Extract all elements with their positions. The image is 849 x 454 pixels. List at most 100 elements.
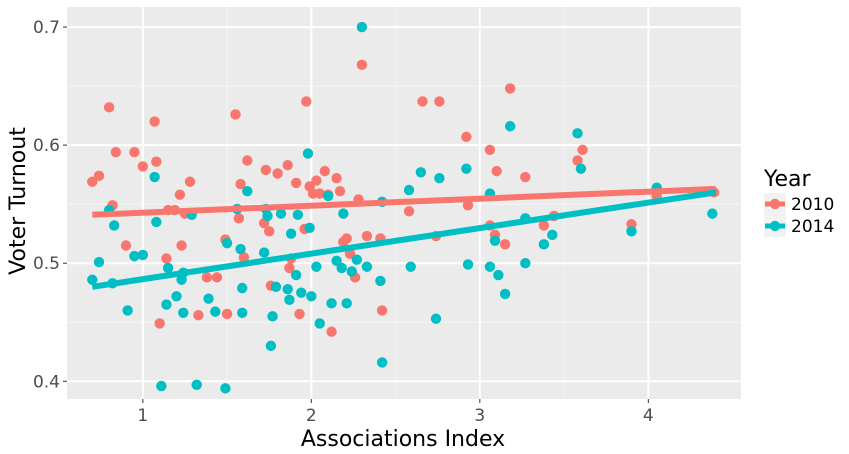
y-tick-label: 0.4 [33,372,60,392]
point-2014 [462,259,474,270]
point-2010 [499,239,511,250]
point-2014 [575,163,587,174]
point-2010 [93,170,105,182]
x-tick-label: 4 [643,406,654,426]
point-2010 [272,168,283,179]
point-2010 [417,96,428,107]
point-2014 [129,250,140,262]
y-tick-label: 0.5 [33,254,60,274]
point-2010 [538,220,550,231]
point-2014 [322,190,334,202]
point-2014 [267,311,278,322]
point-2014 [221,237,233,249]
point-2014 [376,357,388,368]
point-2010 [201,272,213,283]
point-2014 [285,228,297,239]
point-2010 [334,185,346,197]
point-2014 [415,167,427,178]
point-2010 [129,147,140,158]
point-2014 [151,216,162,228]
point-2010 [484,144,496,156]
point-2010 [151,156,162,167]
point-2014 [149,171,160,183]
x-axis-title: Associations Index [301,427,505,452]
point-2010 [577,144,588,156]
legend-key-point-2010 [769,198,781,210]
point-2014 [122,305,133,316]
point-2010 [361,230,373,242]
point-2010 [233,213,245,224]
point-2014 [547,229,558,241]
point-2014 [572,128,583,139]
point-2014 [326,298,337,309]
point-2014 [430,313,442,324]
point-2010 [282,160,293,171]
point-2010 [294,308,305,320]
point-2010 [434,96,445,107]
point-2014 [296,287,307,298]
point-2014 [403,184,415,196]
point-2010 [120,240,132,251]
y-tick-label: 0.6 [33,136,60,156]
point-2010 [221,308,233,320]
point-2010 [331,173,342,184]
point-2014 [311,261,322,272]
point-2014 [137,249,149,261]
point-2010 [110,147,122,158]
point-2010 [154,318,165,329]
point-2014 [707,208,718,219]
point-2010 [504,83,516,94]
point-2010 [376,305,388,316]
point-2014 [93,256,105,268]
y-tick-label: 0.7 [33,18,60,38]
point-2010 [491,165,502,177]
point-2010 [356,59,368,71]
point-2014 [108,220,120,231]
trend-line-2014 [91,189,717,290]
point-2010 [174,189,186,200]
point-2010 [314,188,325,199]
point-2010 [161,253,172,264]
point-2010 [319,165,331,177]
point-2014 [336,262,347,274]
legend-label-2010: 2010 [791,195,834,215]
point-2014 [461,163,472,174]
point-2014 [489,235,501,246]
point-2014 [520,258,531,269]
point-2014 [237,282,248,294]
point-2014 [237,307,248,319]
trend-lines [91,185,717,290]
point-2014 [161,299,172,310]
point-2010 [211,272,223,283]
point-2010 [403,206,415,217]
point-2014 [178,307,189,319]
point-2014 [162,262,174,274]
point-2014 [434,173,445,184]
point-2014 [314,318,325,329]
point-2014 [351,254,363,265]
point-2014 [262,210,273,222]
point-2010 [341,233,352,244]
point-2014 [242,185,253,197]
point-2010 [184,176,196,187]
point-2014 [304,222,315,233]
point-2014 [292,209,304,221]
point-2010 [230,109,241,120]
point-2014 [356,21,368,33]
point-2014 [341,298,352,309]
point-2014 [290,269,302,281]
axes: 1 2 3 4 0.4 0.5 0.6 0.7 [33,18,654,426]
point-2014 [626,226,637,237]
point-2010 [311,175,322,186]
point-2014 [210,306,221,317]
point-2010 [260,164,272,176]
point-2010 [235,178,246,190]
point-2014 [493,269,504,281]
legend-key-point-2014 [769,220,781,232]
x-tick-label: 1 [137,406,148,426]
point-2014 [499,288,511,300]
legend-label-2014: 2014 [791,217,834,237]
point-2010 [176,240,187,251]
point-2014 [538,239,550,250]
